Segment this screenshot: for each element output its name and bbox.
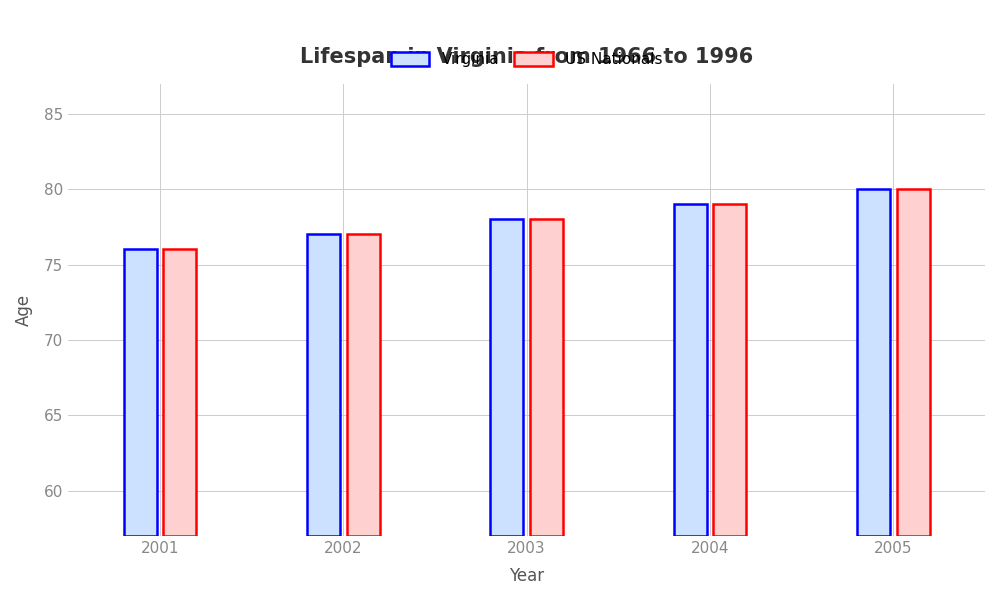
Bar [124, 250, 157, 536]
Bar [163, 250, 196, 536]
Bar [857, 189, 890, 536]
Bar [674, 204, 707, 536]
Y-axis label: Age: Age [15, 294, 33, 326]
Title: Lifespan in Virginia from 1966 to 1996: Lifespan in Virginia from 1966 to 1996 [300, 47, 753, 67]
Bar [347, 235, 380, 536]
Bar [490, 220, 523, 536]
Bar [307, 235, 340, 536]
Bar [530, 220, 563, 536]
Legend: Virginia, US Nationals: Virginia, US Nationals [385, 46, 668, 73]
Bar [897, 189, 930, 536]
Bar [713, 204, 746, 536]
X-axis label: Year: Year [509, 567, 544, 585]
